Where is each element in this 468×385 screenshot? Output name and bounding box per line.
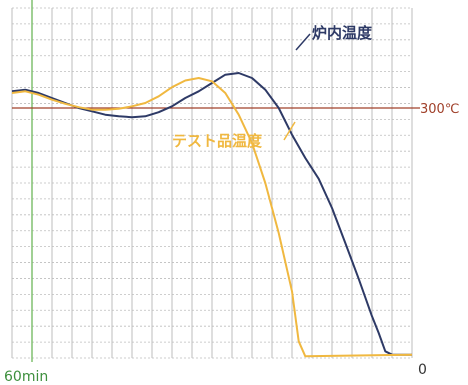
label-leader-furnace	[295, 33, 311, 51]
x-axis-end-label: 0	[418, 362, 427, 378]
series-line-test-item	[11, 77, 413, 358]
grid	[11, 7, 413, 359]
reference-label-300: 300℃	[420, 102, 459, 117]
label-leader-test-item	[283, 121, 296, 141]
series-label-test-item: テスト品温度	[172, 132, 263, 150]
series-label-furnace: 炉内温度	[312, 24, 373, 42]
series-group	[11, 72, 413, 358]
x-axis-start-label: 60min	[4, 369, 48, 385]
